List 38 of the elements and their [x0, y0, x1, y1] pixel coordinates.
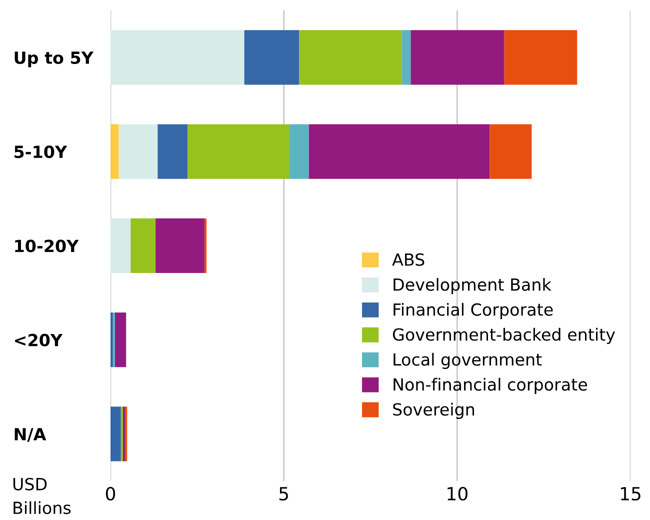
x-tick-label: 15 — [620, 487, 640, 501]
bar — [156, 218, 204, 273]
bar — [110, 218, 131, 273]
y-tick-label: 10-20Y — [15, 240, 79, 252]
legend-label: Sovereign — [393, 402, 474, 419]
bar — [490, 124, 532, 179]
x-axis-title: USD Billions — [13, 478, 71, 514]
bar — [115, 312, 126, 368]
bar — [158, 124, 188, 179]
y-tick-label: N/A — [14, 428, 46, 442]
y-tick-label: <20Y — [15, 334, 63, 346]
y-tick-label: Up to 5Y — [14, 52, 94, 68]
legend-label: Financial Corporate — [394, 302, 553, 320]
legend-label: Non-financial corporate — [394, 378, 587, 394]
x-tick-label: 10 — [448, 486, 468, 501]
bar — [410, 30, 504, 85]
legend-label: ABS — [392, 253, 424, 266]
x-tick-label: 0 — [106, 486, 116, 501]
y-tick-label: 5-10Y — [14, 146, 68, 158]
legend-label: Government-backed entity — [392, 328, 615, 344]
bar — [244, 30, 300, 85]
bar — [504, 30, 578, 85]
bar — [130, 218, 156, 273]
bar — [112, 312, 116, 368]
bar — [308, 124, 490, 179]
bar — [110, 124, 119, 179]
bar — [402, 30, 411, 85]
bar — [299, 30, 402, 85]
x-tick-label: 5 — [279, 487, 288, 501]
bar — [110, 30, 244, 85]
bar — [289, 124, 309, 179]
bar — [110, 406, 121, 462]
bar — [187, 124, 290, 179]
legend-label: Local government — [394, 352, 542, 370]
legend-label: Development Bank — [394, 278, 552, 294]
bar — [204, 218, 207, 273]
bar — [118, 124, 158, 179]
bar — [122, 406, 126, 462]
